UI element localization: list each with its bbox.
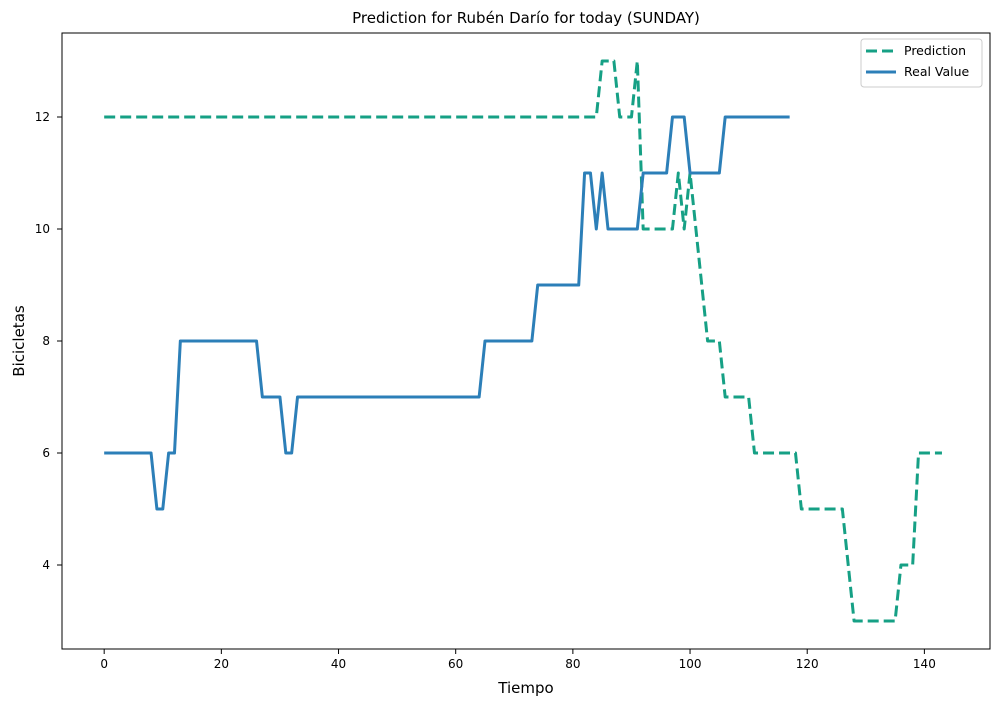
y-tick-label: 4 [42, 558, 50, 572]
y-axis-label: Bicicletas [10, 305, 28, 377]
y-tick-label: 6 [42, 446, 50, 460]
x-tick-label: 60 [448, 657, 463, 671]
x-tick-label: 0 [100, 657, 108, 671]
legend-label-prediction: Prediction [904, 43, 966, 58]
x-axis-label: Tiempo [497, 679, 553, 697]
x-tick-label: 100 [679, 657, 702, 671]
x-tick-label: 20 [214, 657, 229, 671]
x-axis: 0 20 40 60 80 100 120 140 [100, 649, 936, 671]
x-tick-label: 120 [796, 657, 819, 671]
series-line-real-value [104, 115, 790, 511]
series-layer [104, 59, 942, 623]
x-tick-label: 80 [565, 657, 580, 671]
y-axis: 4 6 8 10 12 [35, 110, 62, 572]
x-tick-label: 140 [913, 657, 936, 671]
legend: Prediction Real Value [860, 38, 983, 88]
chart-title: Prediction for Rubén Darío for today (SU… [352, 9, 700, 27]
series-line-prediction [104, 59, 942, 623]
y-tick-label: 12 [35, 110, 50, 124]
y-tick-label: 8 [42, 334, 50, 348]
y-tick-label: 10 [35, 222, 50, 236]
x-tick-label: 40 [331, 657, 346, 671]
legend-label-real-value: Real Value [904, 64, 970, 79]
